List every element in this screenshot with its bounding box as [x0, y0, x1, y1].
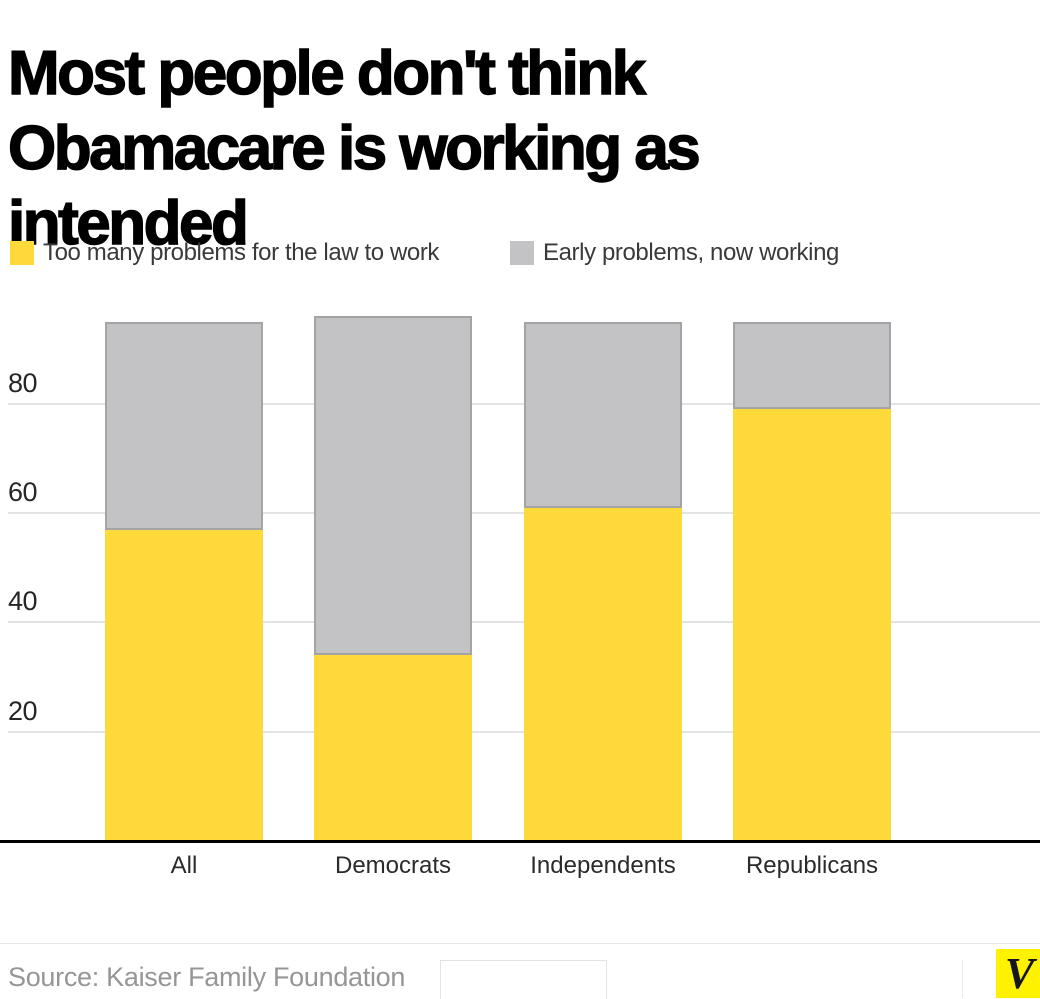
legend-item: Too many problems for the law to work	[10, 239, 439, 267]
legend-item: Early problems, now working	[510, 239, 839, 267]
bar-segment-early-problems	[314, 316, 472, 656]
legend-label: Early problems, now working	[543, 239, 839, 266]
chart-title: Most people don't think Obamacare is wor…	[7, 36, 988, 261]
y-axis-tick-label: 40	[8, 586, 38, 617]
bar-republicans	[733, 321, 891, 841]
bar-segment-too-many-problems	[524, 507, 682, 841]
y-axis-tick-label: 60	[8, 477, 38, 508]
footer-divider	[0, 943, 1040, 944]
y-axis-tick-label: 80	[8, 367, 38, 398]
legend-swatch	[10, 241, 34, 265]
bar-segment-too-many-problems	[733, 409, 891, 841]
bar-democrats	[314, 316, 472, 841]
bar-all	[105, 321, 263, 841]
legend-swatch	[510, 241, 534, 265]
chart-title-line-3: intended	[7, 188, 249, 258]
bar-segment-early-problems	[733, 321, 891, 410]
bar-segment-early-problems	[524, 321, 682, 508]
x-axis-label: Independents	[530, 852, 676, 879]
vox-logo-letter: V	[1004, 949, 1035, 998]
bar-segment-too-many-problems	[105, 529, 263, 841]
legend: Too many problems for the law to work Ear…	[10, 239, 1030, 267]
bar-independents	[524, 321, 682, 841]
plot-area: 20 40 60 80 All Democrats Independents Republic…	[0, 311, 1040, 879]
chart-title-line-2: Obamacare is working as	[7, 113, 701, 183]
y-axis-tick-label: 20	[8, 695, 38, 726]
x-axis-label: Democrats	[334, 852, 452, 879]
footer-empty-cell	[440, 960, 607, 999]
chart-title-line-1: Most people don't think	[7, 38, 647, 108]
footer-vline	[962, 960, 963, 998]
x-axis-line	[0, 840, 1040, 843]
source-credit: Source: Kaiser Family Foundation	[8, 962, 406, 992]
bar-segment-too-many-problems	[314, 655, 472, 841]
vox-logo: V	[996, 949, 1040, 998]
legend-label: Too many problems for the law to work	[43, 239, 440, 266]
bar-segment-early-problems	[105, 321, 263, 530]
x-axis-label: All	[170, 852, 198, 879]
x-axis-label: Republicans	[745, 852, 879, 879]
